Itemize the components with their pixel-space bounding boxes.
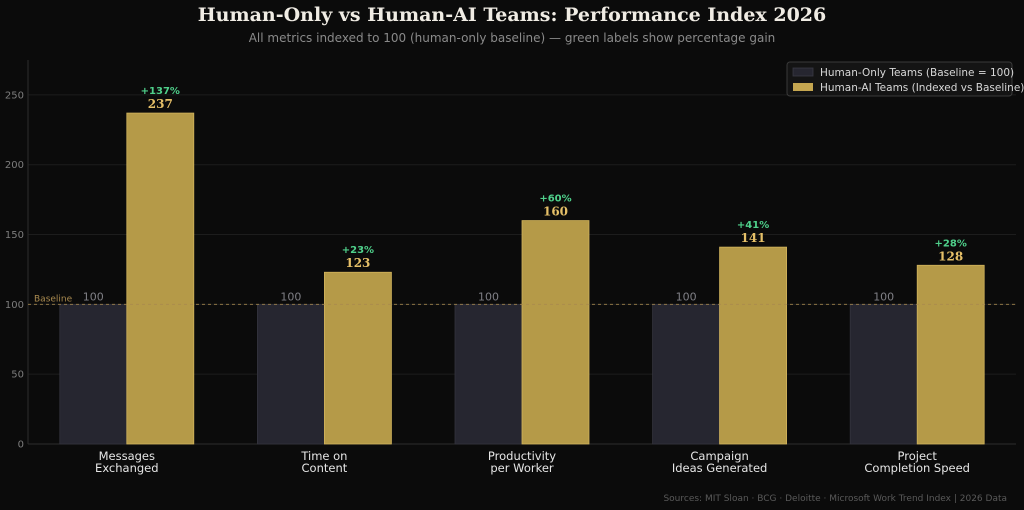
bar-human-ai [916,264,985,445]
data-label-baseline: 100 [676,290,697,303]
x-tick-label: per Worker [490,461,554,475]
bars [59,112,985,445]
x-tick-label: Ideas Generated [672,461,767,475]
x-tick-label: Messages [99,449,155,463]
bar-baseline [849,303,918,445]
legend-box [786,61,1013,97]
gain-label: +23% [342,245,374,256]
bar-baseline [652,303,720,445]
y-tick-label: 100 [5,300,24,311]
x-tick-label: Completion Speed [864,461,970,475]
chart-subtitle: All metrics indexed to 100 (human-only b… [249,31,776,45]
gain-label: +60% [539,194,571,205]
legend-swatch-baseline [792,67,814,77]
bar-baseline [454,303,523,445]
data-label-human-ai: 123 [345,256,370,270]
x-tick-label: Time on [300,449,347,463]
legend-swatch-ai [793,83,813,91]
bar-human-ai [126,112,195,445]
data-label-baseline: 100 [280,290,301,303]
bar-baseline [256,303,325,445]
x-tick-label: Productivity [488,449,556,463]
data-labels: 100 237+137% 100 123+23% 100 160+60% 100 141+41… [28,86,1016,305]
chart-title: Human-Only vs Human-AI Teams: Performanc… [198,4,827,26]
data-label-human-ai: 141 [741,231,766,245]
data-label-baseline: 100 [873,290,894,303]
legend: Human-Only Teams (Baseline = 100) Human-… [786,61,1024,97]
y-tick-label: 150 [5,230,24,241]
source-note: Sources: MIT Sloan · BCG · Deloitte · Mi… [663,494,1007,504]
x-tick-label: Project [898,449,938,463]
y-tick-label: 0 [18,440,24,451]
gain-label: +41% [737,220,769,231]
data-label-human-ai: 237 [148,97,173,111]
data-label-human-ai: 160 [543,205,568,219]
bar-baseline [59,303,128,445]
y-tick-label: 250 [5,90,24,101]
baseline-label: Baseline [34,294,73,304]
y-tick-label: 200 [5,160,24,171]
y-tick-label: 50 [11,370,24,381]
bar-human-ai [521,220,590,445]
data-label-baseline: 100 [478,290,499,303]
data-label-baseline: 100 [83,290,104,303]
bar-human-ai [719,246,787,445]
bar-human-ai [323,271,392,445]
x-tick-label: Content [302,461,348,475]
data-label-human-ai: 128 [938,249,963,263]
legend-label-baseline: Human-Only Teams (Baseline = 100) [820,67,1014,79]
x-tick-label: Campaign [690,449,748,463]
x-tick-label: Exchanged [95,461,159,475]
gain-label: +28% [935,238,967,249]
gain-label: +137% [141,86,180,97]
legend-label-ai: Human-AI Teams (Indexed vs Baseline) [820,82,1024,94]
